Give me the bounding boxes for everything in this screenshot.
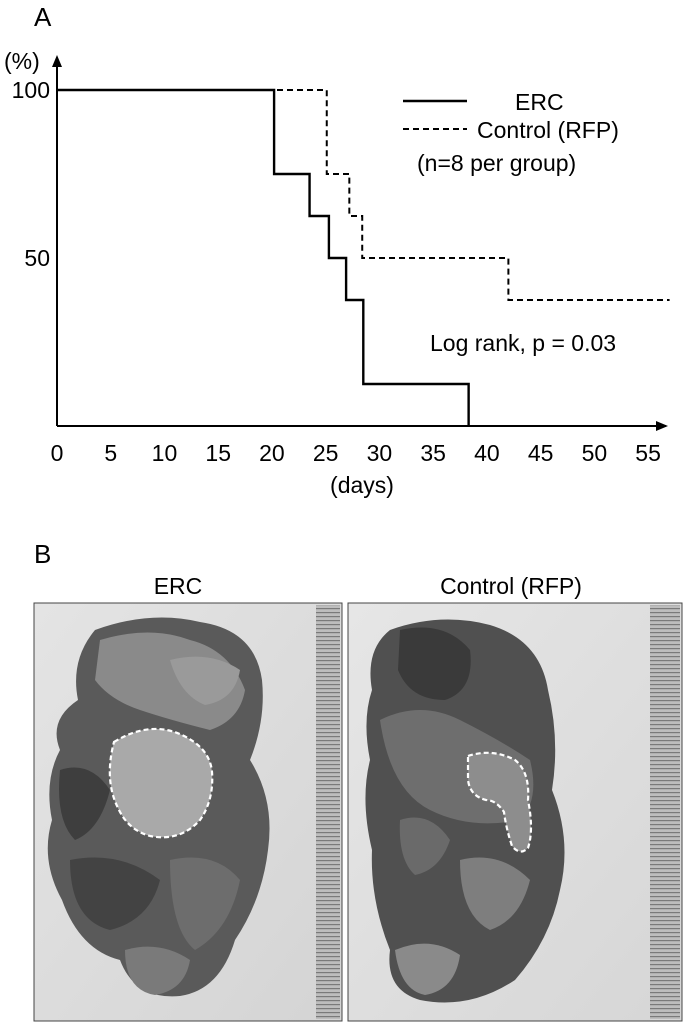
x-tick-label: 20 [259, 440, 285, 466]
legend: ERC Control (RFP) (n=8 per group) [403, 89, 619, 176]
x-tick-label: 55 [635, 440, 661, 466]
legend-note: (n=8 per group) [417, 150, 576, 176]
x-tick-label: 0 [51, 440, 64, 466]
tumor-outline-control [466, 751, 533, 853]
chart-axes [52, 55, 668, 431]
series-line-control [57, 89, 670, 301]
photo-caption-control: Control (RFP) [440, 573, 582, 599]
x-tick-label: 50 [582, 440, 608, 466]
photo-erc [33, 602, 343, 1022]
tumor-outline-erc [108, 727, 214, 839]
y-tick-label: 50 [24, 245, 50, 271]
x-axis-label: (days) [330, 472, 394, 498]
x-tick-label: 15 [205, 440, 231, 466]
chart-ticks: 0 5 10 15 20 25 30 35 40 45 50 55 50 100 [12, 77, 661, 466]
log-rank-annotation: Log rank, p = 0.03 [430, 330, 616, 356]
x-tick-label: 25 [313, 440, 339, 466]
x-tick-label: 40 [474, 440, 500, 466]
y-axis-label: (%) [4, 48, 40, 74]
x-tick-label: 5 [104, 440, 117, 466]
ruler-control [650, 605, 680, 1019]
panel-b-label: B [34, 539, 51, 569]
legend-label-erc: ERC [515, 89, 564, 115]
x-tick-label: 30 [367, 440, 393, 466]
x-tick-label: 45 [528, 440, 554, 466]
legend-label-control: Control (RFP) [477, 117, 619, 143]
photo-caption-erc: ERC [154, 573, 203, 599]
y-tick-label: 100 [12, 77, 50, 103]
y-axis-arrow [52, 55, 62, 67]
chart-series [57, 88, 670, 426]
panel-a-label: A [34, 2, 52, 32]
x-tick-label: 10 [152, 440, 178, 466]
photo-control [347, 602, 683, 1022]
series-line-erc [57, 88, 470, 426]
x-tick-label: 35 [420, 440, 446, 466]
x-axis-arrow [656, 421, 668, 431]
ruler-erc [316, 605, 340, 1019]
